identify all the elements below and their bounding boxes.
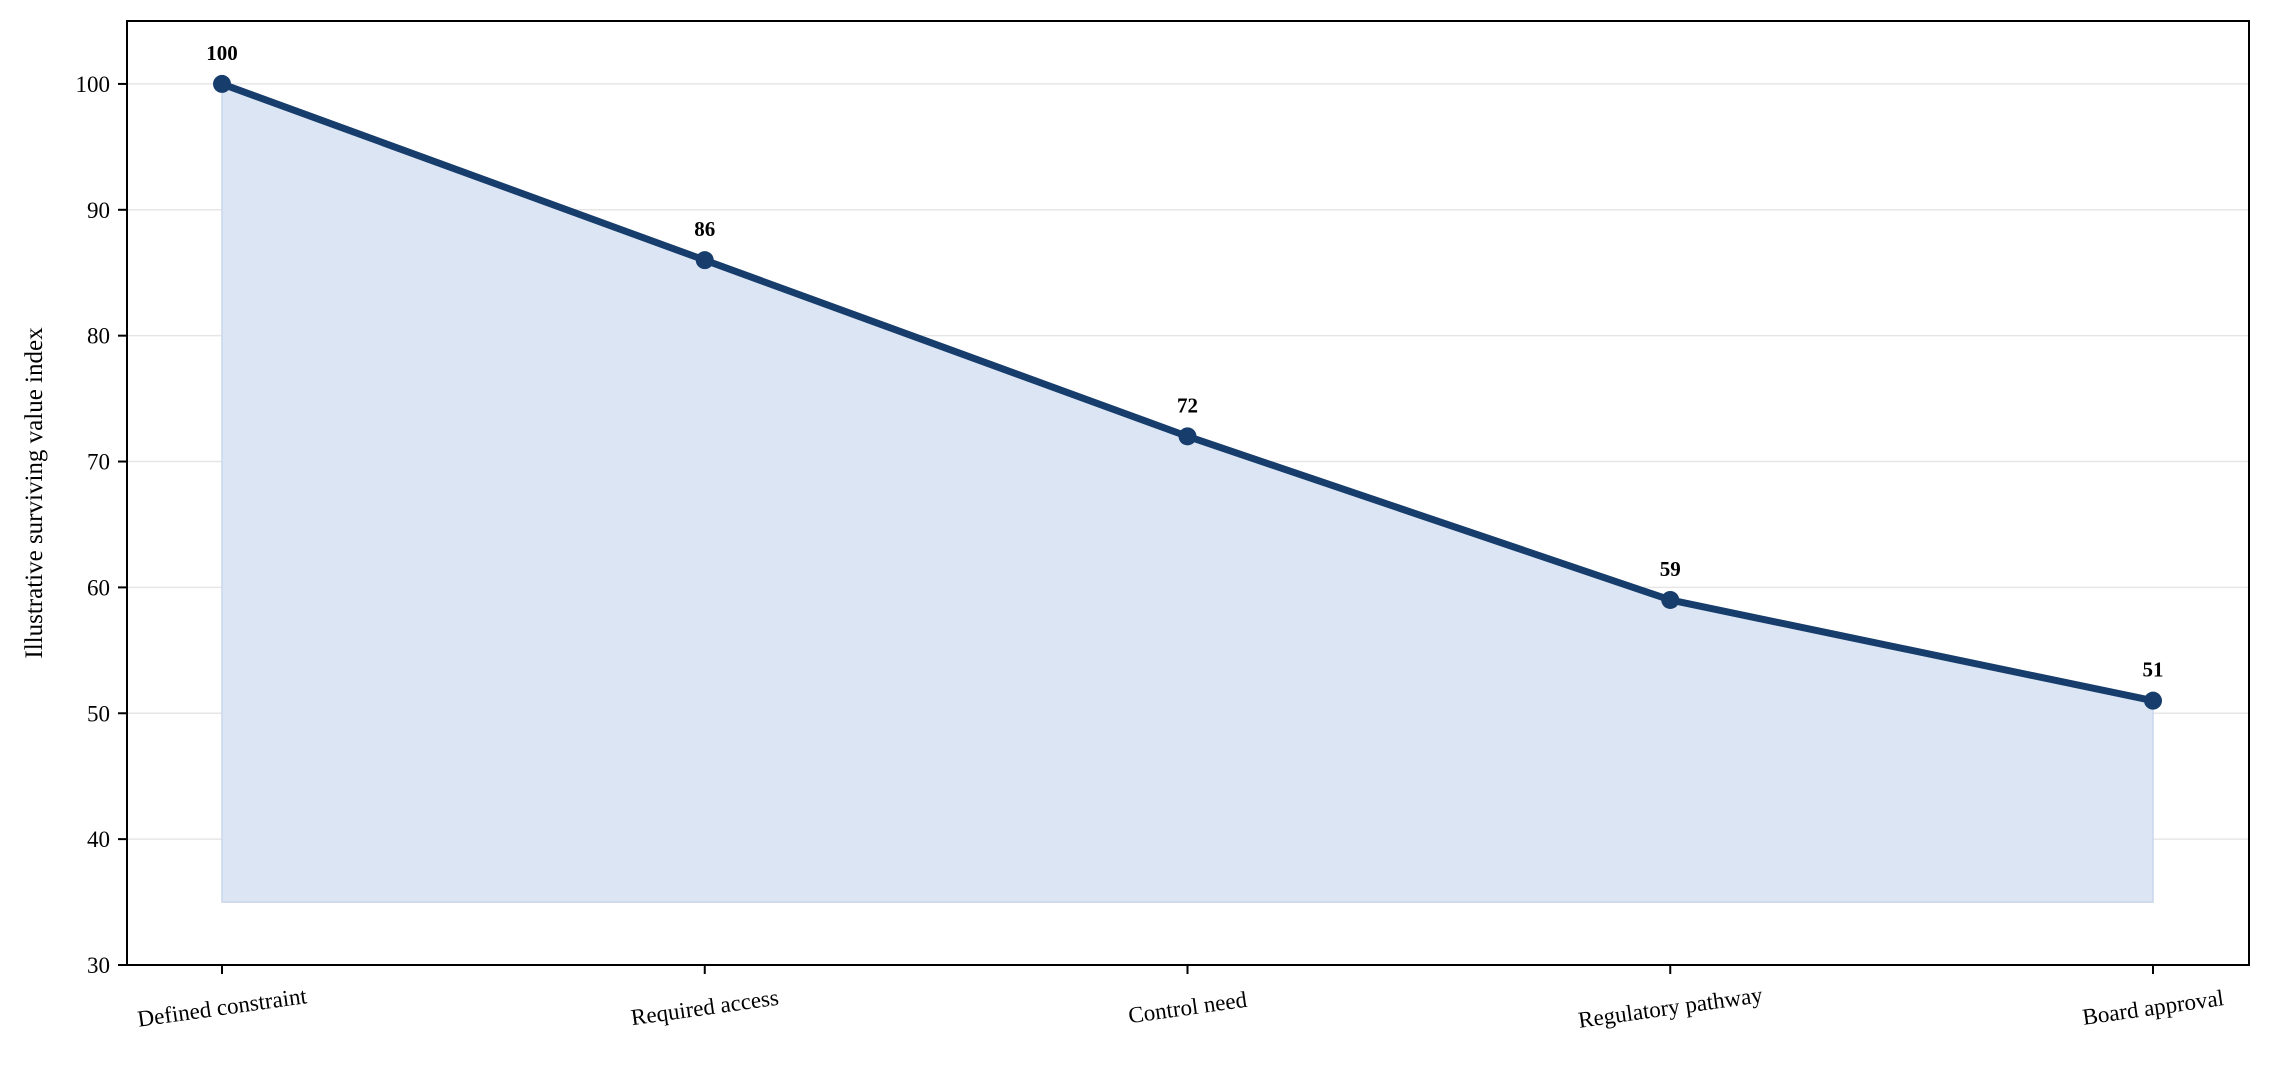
data-point-marker — [213, 74, 231, 93]
y-tick-label: 80 — [87, 324, 110, 349]
data-labels: 100 86 72 59 51 — [206, 41, 2163, 682]
data-label: 59 — [1660, 557, 1681, 581]
y-ticks: 30 40 50 60 70 80 90 100 — [76, 72, 127, 978]
y-tick-label: 30 — [87, 953, 110, 978]
x-tick-label: Regulatory pathway — [1577, 982, 1765, 1033]
y-tick-label: 70 — [87, 450, 110, 475]
data-label: 72 — [1177, 393, 1198, 417]
y-tick-label: 60 — [87, 575, 110, 600]
data-point-marker — [1178, 427, 1197, 446]
x-ticks: Defined constraint Required access Control… — [136, 965, 2225, 1033]
data-label: 100 — [206, 41, 238, 65]
x-tick-label: Control need — [1127, 987, 1249, 1028]
area-fill — [221, 82, 2154, 903]
data-point-marker — [1661, 590, 1680, 609]
data-point-marker — [695, 251, 714, 270]
data-label: 86 — [694, 217, 715, 241]
area-fill-region — [221, 82, 2154, 903]
data-label: 51 — [2143, 658, 2164, 682]
y-tick-label: 40 — [87, 827, 110, 852]
y-tick-label: 90 — [87, 198, 110, 223]
x-tick-label: Required access — [629, 985, 780, 1030]
series-markers — [213, 74, 2162, 710]
x-tick-label: Board approval — [2081, 985, 2226, 1030]
x-tick-label: Defined constraint — [136, 983, 309, 1032]
y-tick-label: 50 — [87, 701, 110, 726]
y-axis-label: Illustrative surviving value index — [21, 327, 48, 659]
y-tick-label: 100 — [76, 72, 111, 97]
data-point-marker — [2144, 691, 2162, 710]
